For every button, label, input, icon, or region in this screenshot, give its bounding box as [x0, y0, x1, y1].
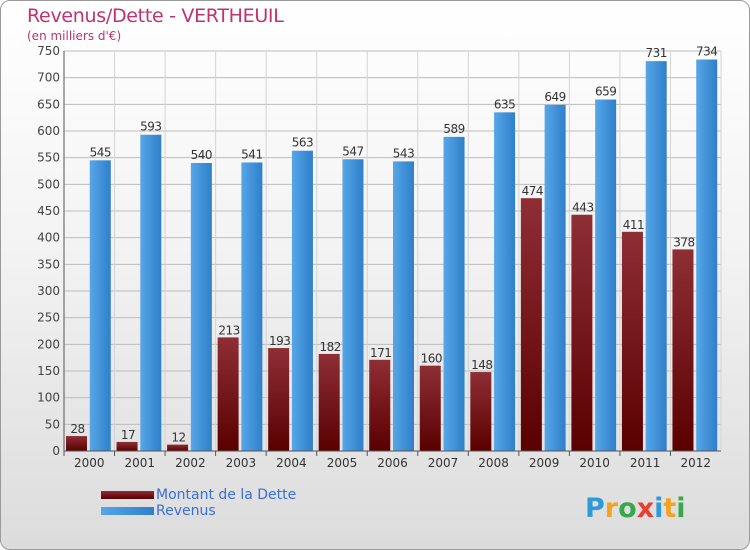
bar-revenus [342, 159, 364, 451]
bar-dette [369, 359, 391, 451]
y-tick-label: 550 [37, 151, 60, 165]
y-tick-label: 250 [37, 311, 60, 325]
y-tick-label: 300 [37, 284, 60, 298]
data-label-dette: 378 [673, 235, 694, 249]
legend-item-revenus: Revenus [101, 503, 361, 520]
data-label-dette: 12 [171, 431, 185, 445]
chart-subtitle: (en milliers d'€) [27, 29, 122, 43]
bar-revenus [291, 150, 313, 451]
x-tick-label: 2006 [377, 456, 408, 470]
x-tick-label: 2003 [226, 456, 257, 470]
bar-revenus [140, 134, 162, 451]
data-label-revenus: 540 [191, 148, 212, 162]
data-label-revenus: 659 [595, 85, 616, 99]
chart-title: Revenus/Dette - VERTHEUIL [27, 5, 284, 27]
legend: Montant de la Dette Revenus [101, 487, 361, 520]
bar-revenus [645, 61, 667, 452]
y-tick-label: 750 [37, 44, 60, 58]
x-tick-label: 2005 [327, 456, 358, 470]
x-tick-label: 2008 [478, 456, 509, 470]
svg-text:Proxiti: Proxiti [585, 493, 686, 524]
data-label-dette: 17 [121, 428, 135, 442]
value-labels: 28 545 17 593 12 540 213 541 193 563 182 547 171 543 1… [70, 45, 718, 445]
data-label-revenus: 649 [544, 90, 565, 104]
bar-dette [419, 365, 441, 451]
x-tick-label: 2000 [74, 456, 105, 470]
data-label-dette: 182 [319, 340, 340, 354]
legend-swatch-revenus [101, 507, 154, 515]
y-tick-label: 650 [37, 97, 60, 111]
y-tick-label: 600 [37, 124, 60, 138]
bar-dette [66, 436, 87, 451]
y-tick-label: 450 [37, 204, 60, 218]
data-label-revenus: 545 [90, 145, 111, 159]
legend-swatch-dette [101, 491, 154, 499]
legend-item-dette: Montant de la Dette [101, 487, 361, 504]
y-tick-label: 400 [37, 231, 60, 245]
data-label-dette: 443 [572, 201, 593, 215]
y-tick-label: 50 [45, 417, 60, 431]
bar-revenus [241, 162, 263, 451]
bar-dette [167, 444, 189, 451]
y-tick-label: 150 [37, 364, 60, 378]
bar-revenus [190, 163, 212, 451]
y-tick-label: 350 [37, 257, 60, 271]
bar-revenus [89, 160, 111, 452]
data-label-dette: 171 [370, 346, 391, 360]
x-tick-label: 2010 [579, 456, 610, 470]
x-tick-label: 2009 [529, 456, 560, 470]
data-label-revenus: 635 [494, 97, 515, 111]
y-tick-label: 500 [37, 177, 60, 191]
bar-dette [116, 441, 138, 451]
legend-label-dette: Montant de la Dette [156, 487, 297, 503]
bar-dette [621, 231, 643, 451]
bar-revenus [595, 99, 617, 452]
data-label-dette: 28 [70, 422, 84, 436]
bar-dette [470, 372, 492, 451]
y-tick-label: 200 [37, 337, 60, 351]
bar-dette [318, 353, 340, 451]
bar-dette [520, 198, 542, 451]
proxiti-logo: Proxiti [585, 493, 686, 524]
legend-label-revenus: Revenus [156, 503, 216, 519]
data-label-revenus: 731 [645, 46, 666, 60]
bar-revenus [393, 161, 414, 451]
data-label-dette: 213 [218, 323, 239, 337]
x-tick-label: 2012 [680, 456, 711, 470]
data-label-revenus: 589 [443, 122, 464, 136]
bar-dette [268, 348, 290, 451]
data-label-revenus: 547 [342, 144, 363, 158]
x-axis: 2000 2001 2002 2003 2004 2005 2006 2007 2008 2009… [63, 450, 721, 470]
bar-revenus [494, 112, 516, 451]
bar-dette [217, 337, 239, 451]
data-label-revenus: 541 [241, 147, 262, 161]
bars [66, 59, 718, 452]
data-label-dette: 474 [522, 184, 543, 198]
y-tick-label: 700 [37, 71, 60, 85]
x-tick-label: 2011 [630, 456, 661, 470]
bar-dette [672, 249, 694, 451]
bar-revenus [696, 59, 718, 452]
x-tick-label: 2002 [175, 456, 206, 470]
bar-dette [571, 214, 593, 451]
data-label-dette: 148 [471, 358, 492, 372]
data-label-revenus: 543 [393, 146, 414, 160]
x-tick-label: 2007 [428, 456, 459, 470]
y-tick-label: 100 [37, 391, 60, 405]
x-tick-label: 2001 [125, 456, 156, 470]
data-label-dette: 160 [421, 352, 442, 366]
bar-revenus [443, 136, 465, 451]
data-label-revenus: 593 [140, 120, 161, 134]
data-label-revenus: 563 [292, 136, 313, 150]
y-axis: 0 50 100 150 200 250 300 350 400 450 500 550 600 650 7… [37, 44, 65, 458]
data-label-dette: 411 [623, 218, 644, 232]
x-tick-label: 2004 [276, 456, 307, 470]
y-tick-label: 0 [52, 444, 60, 458]
data-label-dette: 193 [269, 334, 290, 348]
bar-revenus [544, 104, 566, 451]
data-label-revenus: 734 [696, 45, 717, 59]
